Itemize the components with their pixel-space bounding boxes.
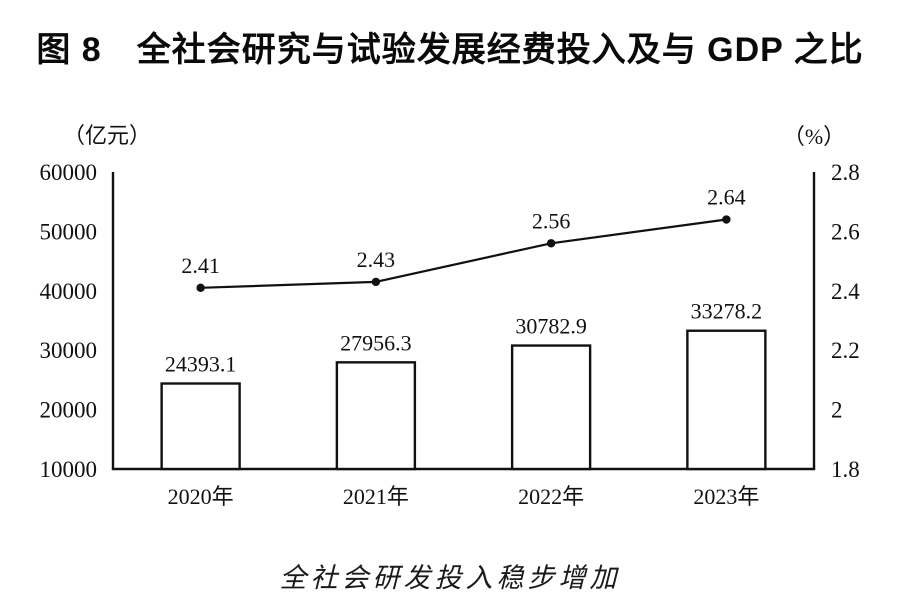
bar-3 [686, 329, 767, 471]
x-tick-label-1: 2021年 [343, 484, 409, 509]
right-axis-tick-label-4: 2 [831, 398, 843, 423]
left-axis-tick-label-2: 40000 [40, 279, 98, 304]
line-point-label-0: 2.41 [181, 253, 220, 278]
left-axis-tick-label-5: 10000 [40, 457, 98, 482]
right-axis-tick-label-3: 2.2 [831, 338, 860, 363]
right-axis-tick-label-1: 2.6 [831, 219, 860, 244]
line-point-1 [371, 277, 381, 287]
left-axis-tick-label-4: 20000 [40, 398, 98, 423]
line-point-0 [196, 283, 205, 293]
bar-2 [510, 344, 592, 471]
left-axis-tick-label-3: 30000 [40, 338, 98, 363]
bar-0 [160, 382, 241, 471]
bar-value-label-0: 24393.1 [165, 352, 237, 377]
figure-title: 图 8 全社会研究与试验发展经费投入及与 GDP 之比 [36, 31, 864, 69]
trend-line [200, 218, 727, 289]
right-axis-unit: （%） [783, 124, 845, 149]
left-axis-tick-label-0: 60000 [40, 160, 98, 185]
figure-caption: 全社会研发投入稳步增加 [279, 563, 621, 593]
line-point-label-2: 2.56 [532, 208, 571, 233]
right-axis-tick-label-5: 1.8 [831, 457, 860, 482]
left-axis-tick-label-1: 50000 [40, 219, 98, 244]
bar-1 [335, 361, 417, 471]
line-point-3 [722, 215, 731, 224]
right-axis-tick-label-0: 2.8 [831, 160, 860, 185]
line-point-label-1: 2.43 [357, 247, 396, 272]
left-axis-unit: （亿元） [63, 123, 151, 148]
right-axis-tick-label-2: 2.4 [831, 279, 860, 304]
bar-value-label-3: 33278.2 [691, 299, 763, 324]
bar-value-label-1: 27956.3 [340, 330, 412, 355]
line-point-label-3: 2.64 [707, 185, 746, 210]
line-point-2 [546, 239, 556, 248]
x-tick-label-2: 2022年 [518, 484, 584, 509]
x-tick-label-0: 2020年 [168, 484, 234, 509]
chart-legend: 全社会研究与试验发展经费投入 研发投入与GDP之比 [0, 510, 900, 542]
x-tick-label-3: 2023年 [693, 484, 759, 509]
bar-value-label-2: 30782.9 [515, 314, 587, 339]
